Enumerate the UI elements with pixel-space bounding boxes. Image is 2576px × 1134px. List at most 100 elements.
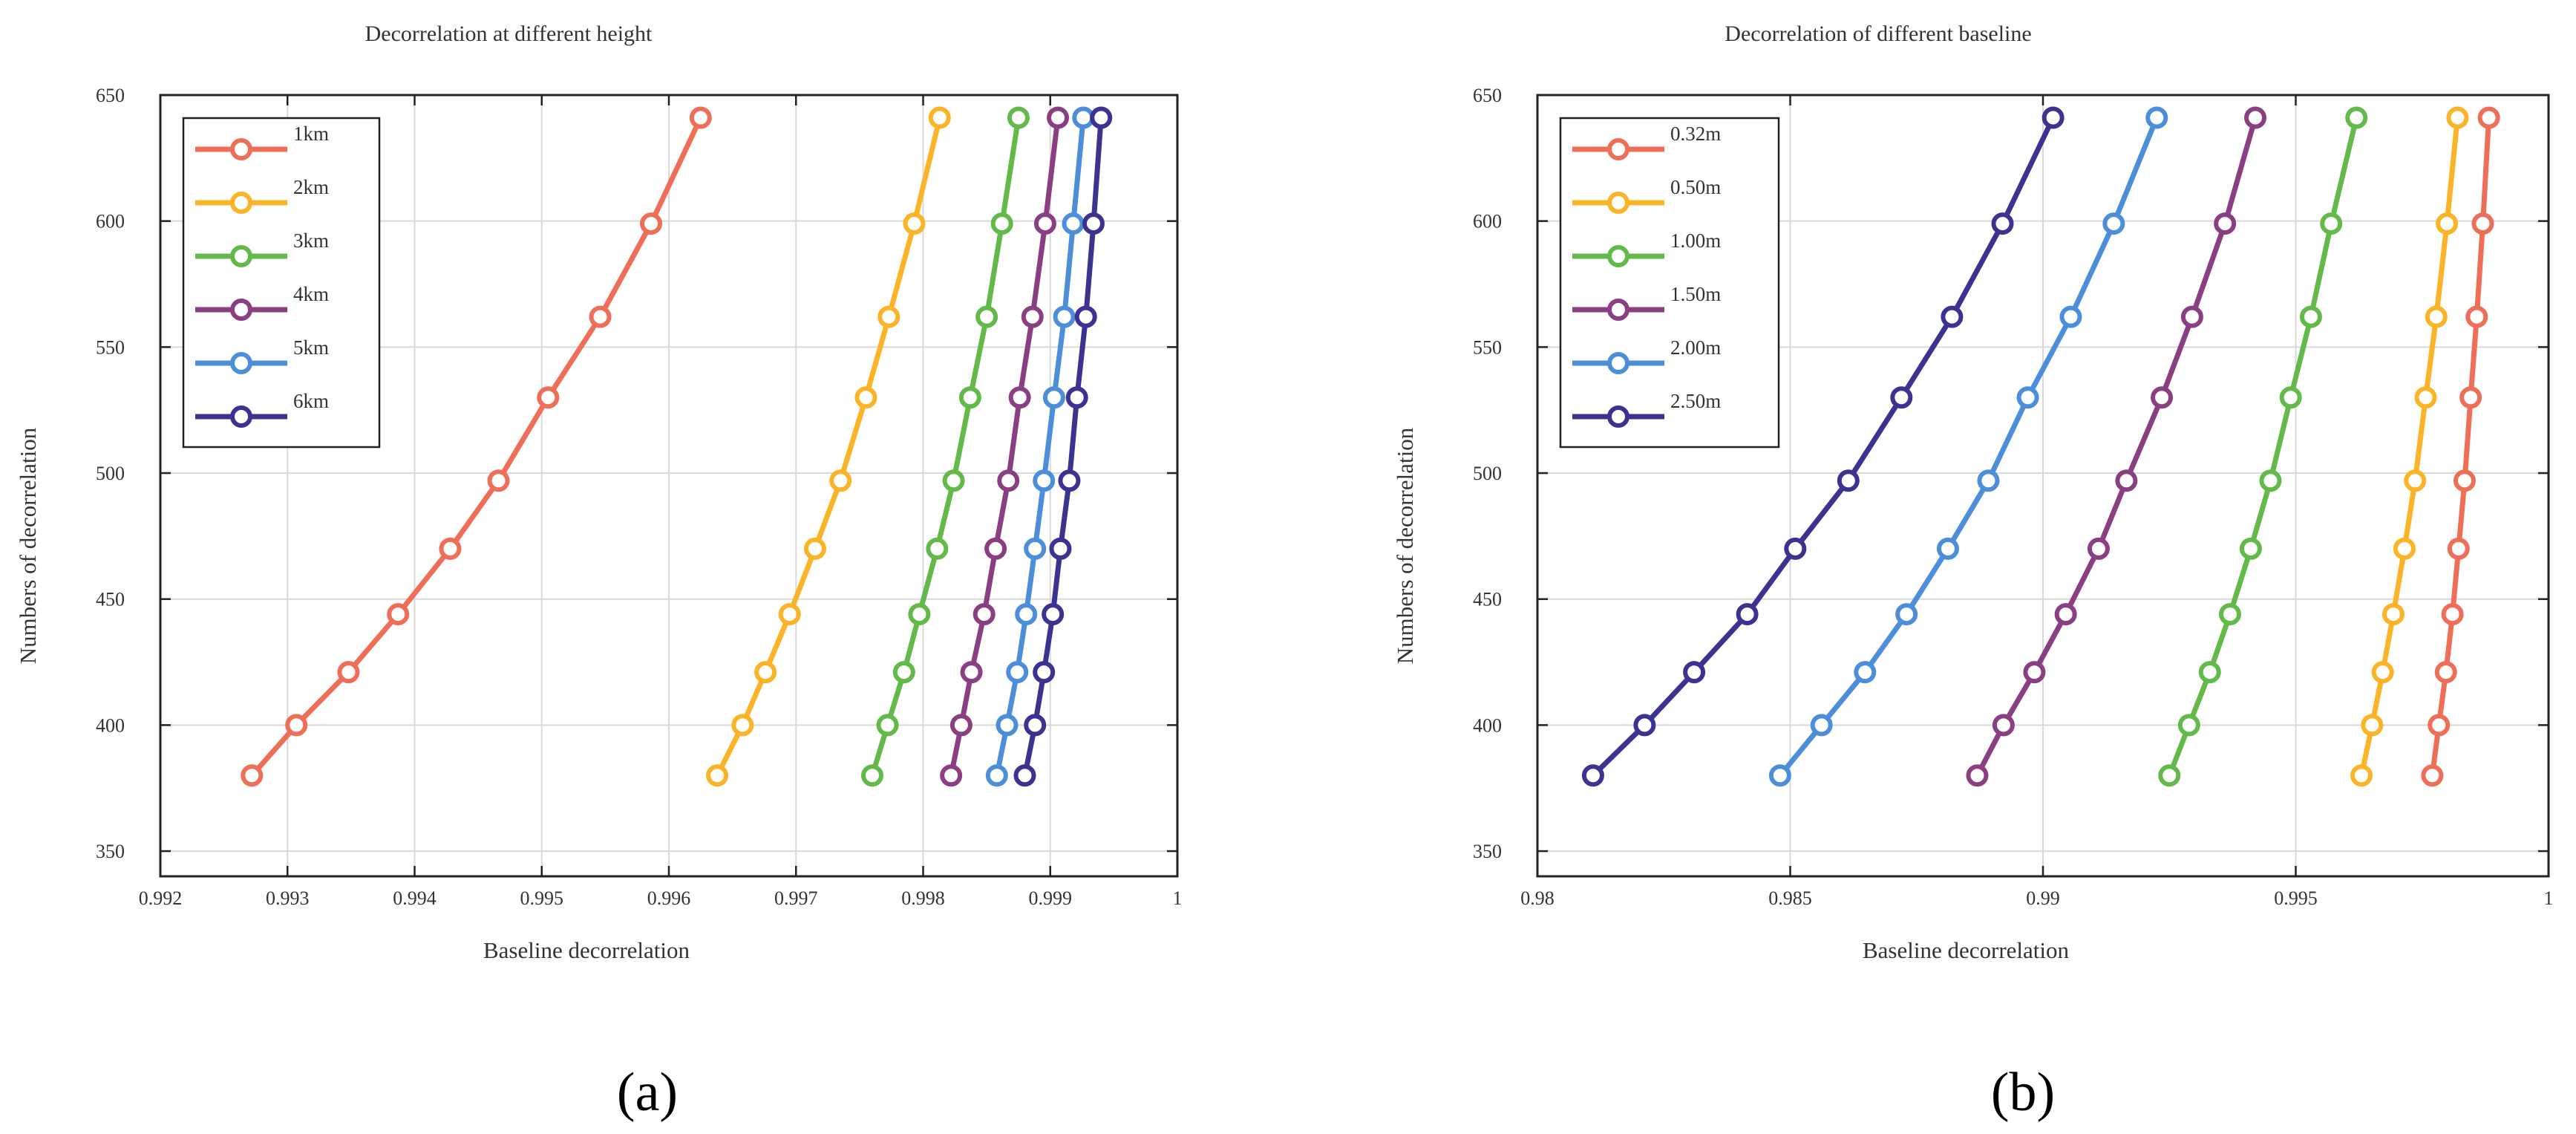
data-point-5km — [1042, 386, 1065, 409]
data-point-2km — [754, 661, 777, 684]
data-point-2.50m — [1633, 714, 1656, 737]
data-point-5km — [985, 764, 1008, 787]
data-point-3km — [958, 386, 981, 409]
data-point-1.00m — [2158, 764, 2181, 787]
legend-marker-6km — [230, 405, 252, 428]
series-line-1.00m — [2166, 115, 2359, 778]
data-point-0.50m — [2361, 714, 2384, 737]
data-point-0.32m — [2471, 212, 2494, 235]
chart-title: Decorrelation at different height — [365, 22, 653, 46]
data-point-0.32m — [2459, 386, 2482, 409]
legend-label-1km: 1km — [293, 123, 329, 145]
data-point-2.00m — [1810, 714, 1833, 737]
data-point-1km — [439, 537, 462, 560]
data-point-1km — [387, 603, 410, 626]
series-line-2.50m — [1590, 115, 2056, 778]
y-tick-label: 350 — [96, 841, 125, 862]
legend-marker-2.50m — [1607, 405, 1629, 428]
x-tick-label: 1 — [1173, 887, 1183, 909]
x-tick-label: 0.999 — [1029, 887, 1073, 909]
data-point-5km — [996, 714, 1019, 737]
series-line-2.00m — [1777, 115, 2160, 778]
data-point-6km — [1024, 714, 1047, 737]
panel-label: (a) — [617, 1062, 678, 1123]
data-point-0.32m — [2447, 537, 2470, 560]
data-point-2km — [928, 106, 951, 129]
x-tick-label: 0.992 — [139, 887, 183, 909]
y-tick-label: 550 — [1473, 336, 1502, 358]
data-point-2.00m — [1977, 469, 2000, 492]
y-tick-label: 550 — [96, 336, 125, 358]
x-tick-label: 0.998 — [901, 887, 945, 909]
data-point-1.50m — [2151, 386, 2174, 409]
data-point-5km — [1072, 106, 1095, 129]
data-point-1.50m — [2054, 603, 2077, 626]
data-point-1.00m — [2239, 537, 2262, 560]
data-point-6km — [1065, 386, 1088, 409]
data-point-5km — [1062, 212, 1085, 235]
data-point-6km — [1082, 212, 1105, 235]
legend-label-2.50m: 2.50m — [1670, 390, 1721, 412]
y-tick-label: 600 — [96, 211, 125, 232]
legend-label-2km: 2km — [293, 176, 329, 198]
series-line-2km — [714, 115, 943, 778]
legend-marker-5km — [230, 352, 252, 374]
data-point-1.50m — [2023, 661, 2046, 684]
data-point-2.00m — [1768, 764, 1791, 787]
data-point-2km — [803, 537, 826, 560]
legend-label-5km: 5km — [293, 336, 329, 359]
data-point-2km — [854, 386, 877, 409]
legend-marker-4km — [230, 299, 252, 321]
legend-label-0.50m: 0.50m — [1670, 176, 1721, 198]
data-point-2.00m — [2016, 386, 2039, 409]
x-axis-label: Baseline decorrelation — [483, 937, 690, 963]
x-tick-label: 0.995 — [2274, 887, 2318, 909]
data-point-0.32m — [2453, 469, 2476, 492]
data-point-0.32m — [2428, 714, 2451, 737]
data-point-3km — [908, 603, 931, 626]
data-point-3km — [990, 212, 1013, 235]
data-point-3km — [975, 305, 998, 328]
chart-title: Decorrelation of different baseline — [1725, 22, 2031, 46]
legend-label-2.00m: 2.00m — [1670, 336, 1721, 359]
data-point-1km — [241, 764, 264, 787]
data-point-1.50m — [2180, 305, 2203, 328]
legend-label-6km: 6km — [293, 390, 329, 412]
data-point-2.50m — [1991, 212, 2014, 235]
chart-panel-b: Decorrelation of different baseline 0.98… — [1392, 22, 2554, 1123]
y-tick-label: 450 — [1473, 589, 1502, 610]
data-point-6km — [1074, 305, 1097, 328]
data-point-3km — [926, 537, 949, 560]
legend-label-4km: 4km — [293, 283, 329, 305]
data-point-1.00m — [2299, 305, 2322, 328]
data-point-3km — [1007, 106, 1030, 129]
legend-box — [1559, 117, 1780, 449]
data-point-2.50m — [1784, 537, 1807, 560]
data-point-1km — [689, 106, 712, 129]
x-tick-label: 0.994 — [393, 887, 437, 909]
y-tick-label: 400 — [96, 714, 125, 736]
data-point-2.50m — [1581, 764, 1604, 787]
data-point-1.00m — [2345, 106, 2368, 129]
data-point-1km — [640, 212, 663, 235]
data-point-0.32m — [2434, 661, 2457, 684]
legend-marker-0.32m — [1607, 138, 1629, 160]
data-point-1km — [537, 386, 560, 409]
legend-label-0.32m: 0.32m — [1670, 123, 1721, 145]
data-point-0.50m — [2371, 661, 2394, 684]
data-point-0.50m — [2436, 212, 2459, 235]
legend-marker-2km — [230, 192, 252, 214]
data-point-1.00m — [2259, 469, 2282, 492]
chart-panel-a: Decorrelation at different height 0.992 0… — [15, 22, 1183, 1123]
data-point-1.00m — [2218, 603, 2241, 626]
legend-marker-2.00m — [1607, 352, 1629, 374]
y-axis-label: Numbers of decorrelation — [1392, 427, 1418, 664]
data-point-0.32m — [2441, 603, 2464, 626]
data-point-2.50m — [1890, 386, 1913, 409]
data-point-1km — [487, 469, 510, 492]
data-point-2km — [829, 469, 852, 492]
data-point-2km — [877, 305, 900, 328]
data-point-1.50m — [2214, 212, 2237, 235]
y-tick-label: 650 — [96, 85, 125, 106]
